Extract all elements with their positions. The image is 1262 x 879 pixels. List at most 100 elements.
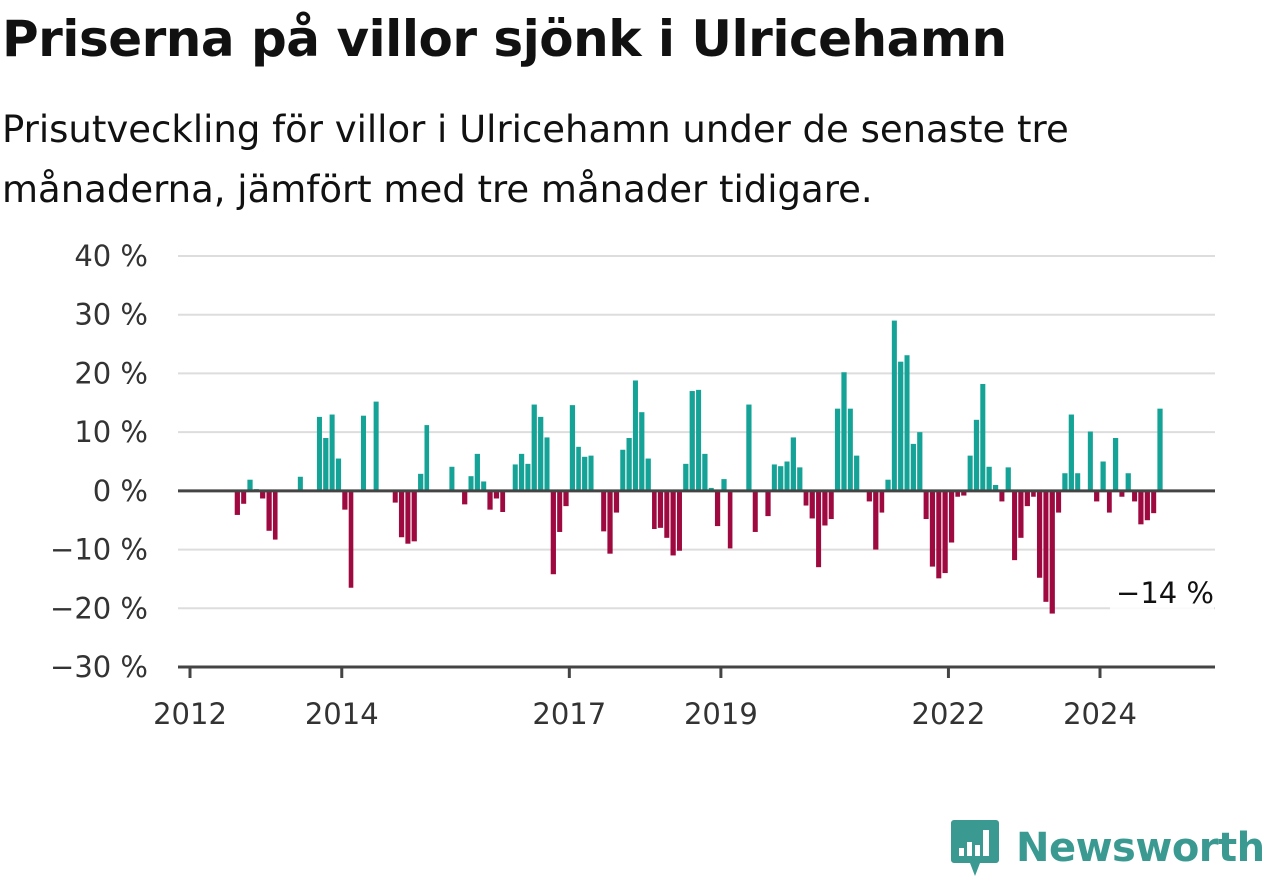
bar [588,455,594,491]
last-value-label-bg [1110,577,1214,612]
bar [803,490,809,506]
bar [613,490,620,513]
bar [512,464,518,491]
bar [1151,490,1157,514]
bar [607,490,613,554]
bar [771,464,777,491]
bar [1068,414,1074,491]
y-tick-label: 0 % [93,474,148,508]
bar [828,490,834,520]
bar [645,458,651,491]
x-tick-label: 2024 [1063,697,1137,731]
bar [569,405,576,491]
bar [961,490,967,496]
y-tick-label: 30 % [74,298,148,332]
bar [841,372,847,491]
bar [626,438,632,491]
bar [973,419,980,491]
bar [683,463,689,491]
x-tick-label: 2012 [153,697,227,731]
bar [942,490,948,574]
brand-logo: Newsworthy [950,818,1262,878]
bar [866,490,872,502]
bar [752,490,758,532]
bar [1075,473,1081,491]
bar [493,490,500,499]
bar [721,479,727,491]
bar [910,443,916,491]
bar [544,437,550,491]
bar [241,490,247,504]
bar [462,490,468,505]
bar [335,458,342,491]
bar [986,466,992,491]
bar [797,467,803,491]
bar [948,490,955,543]
bar [936,490,942,579]
bar [474,453,480,491]
bar [784,461,790,491]
x-tick-label: 2022 [912,697,986,731]
bar [632,380,638,491]
bar [1112,438,1119,491]
x-tick-label: 2019 [684,697,758,731]
y-tick-label: 20 % [74,356,148,390]
bar [468,476,474,491]
bar [1119,490,1125,497]
bar [746,404,752,491]
bar [360,415,366,491]
x-tick-label: 2017 [532,697,606,731]
y-tick-label: 10 % [74,415,148,449]
bar [538,416,544,491]
x-axis-ticks: 2012 2014 2017 2019 2022 2024 [153,667,1137,731]
newsworthy-logo-icon [951,820,999,876]
bar [563,490,569,507]
bar [929,490,936,567]
bar [879,490,885,513]
bar [917,432,923,491]
bar [1125,473,1131,491]
bar [1049,490,1055,614]
last-value-label: −14 % [1116,576,1214,610]
bar [1144,490,1150,521]
bar [1106,490,1112,513]
bar [398,490,405,538]
y-tick-label: 40 % [74,239,148,273]
bar [405,490,411,544]
bar [885,479,891,491]
bar [1024,490,1030,507]
bar [657,490,664,528]
bar [411,490,417,542]
bar [1005,467,1011,491]
bar [689,391,695,491]
bar [601,490,607,532]
bar [765,490,771,517]
bar [727,490,733,549]
x-tick-label: 2014 [305,697,379,731]
bar [639,412,645,491]
last-value-annotation: −14 % [1110,576,1214,612]
bar [392,490,398,503]
bar [272,490,278,540]
bar [1132,490,1138,502]
bar [297,476,303,491]
bar [348,490,354,588]
bar [418,473,424,491]
bar [373,401,379,491]
bar [1012,490,1018,561]
bar [696,389,702,491]
bar [847,408,853,491]
bar [1100,461,1106,491]
bar [992,484,999,491]
bar [487,490,493,510]
bar [664,490,670,538]
chart-title: Priserna på villor sjönk i Ulricehamn [2,10,1007,68]
bar [854,455,860,491]
bar [260,490,266,499]
bar [481,481,487,491]
bar [1157,408,1163,491]
bar [1094,490,1100,502]
bar [834,408,841,491]
y-tick-label: −10 % [50,533,148,567]
bar [531,404,537,491]
